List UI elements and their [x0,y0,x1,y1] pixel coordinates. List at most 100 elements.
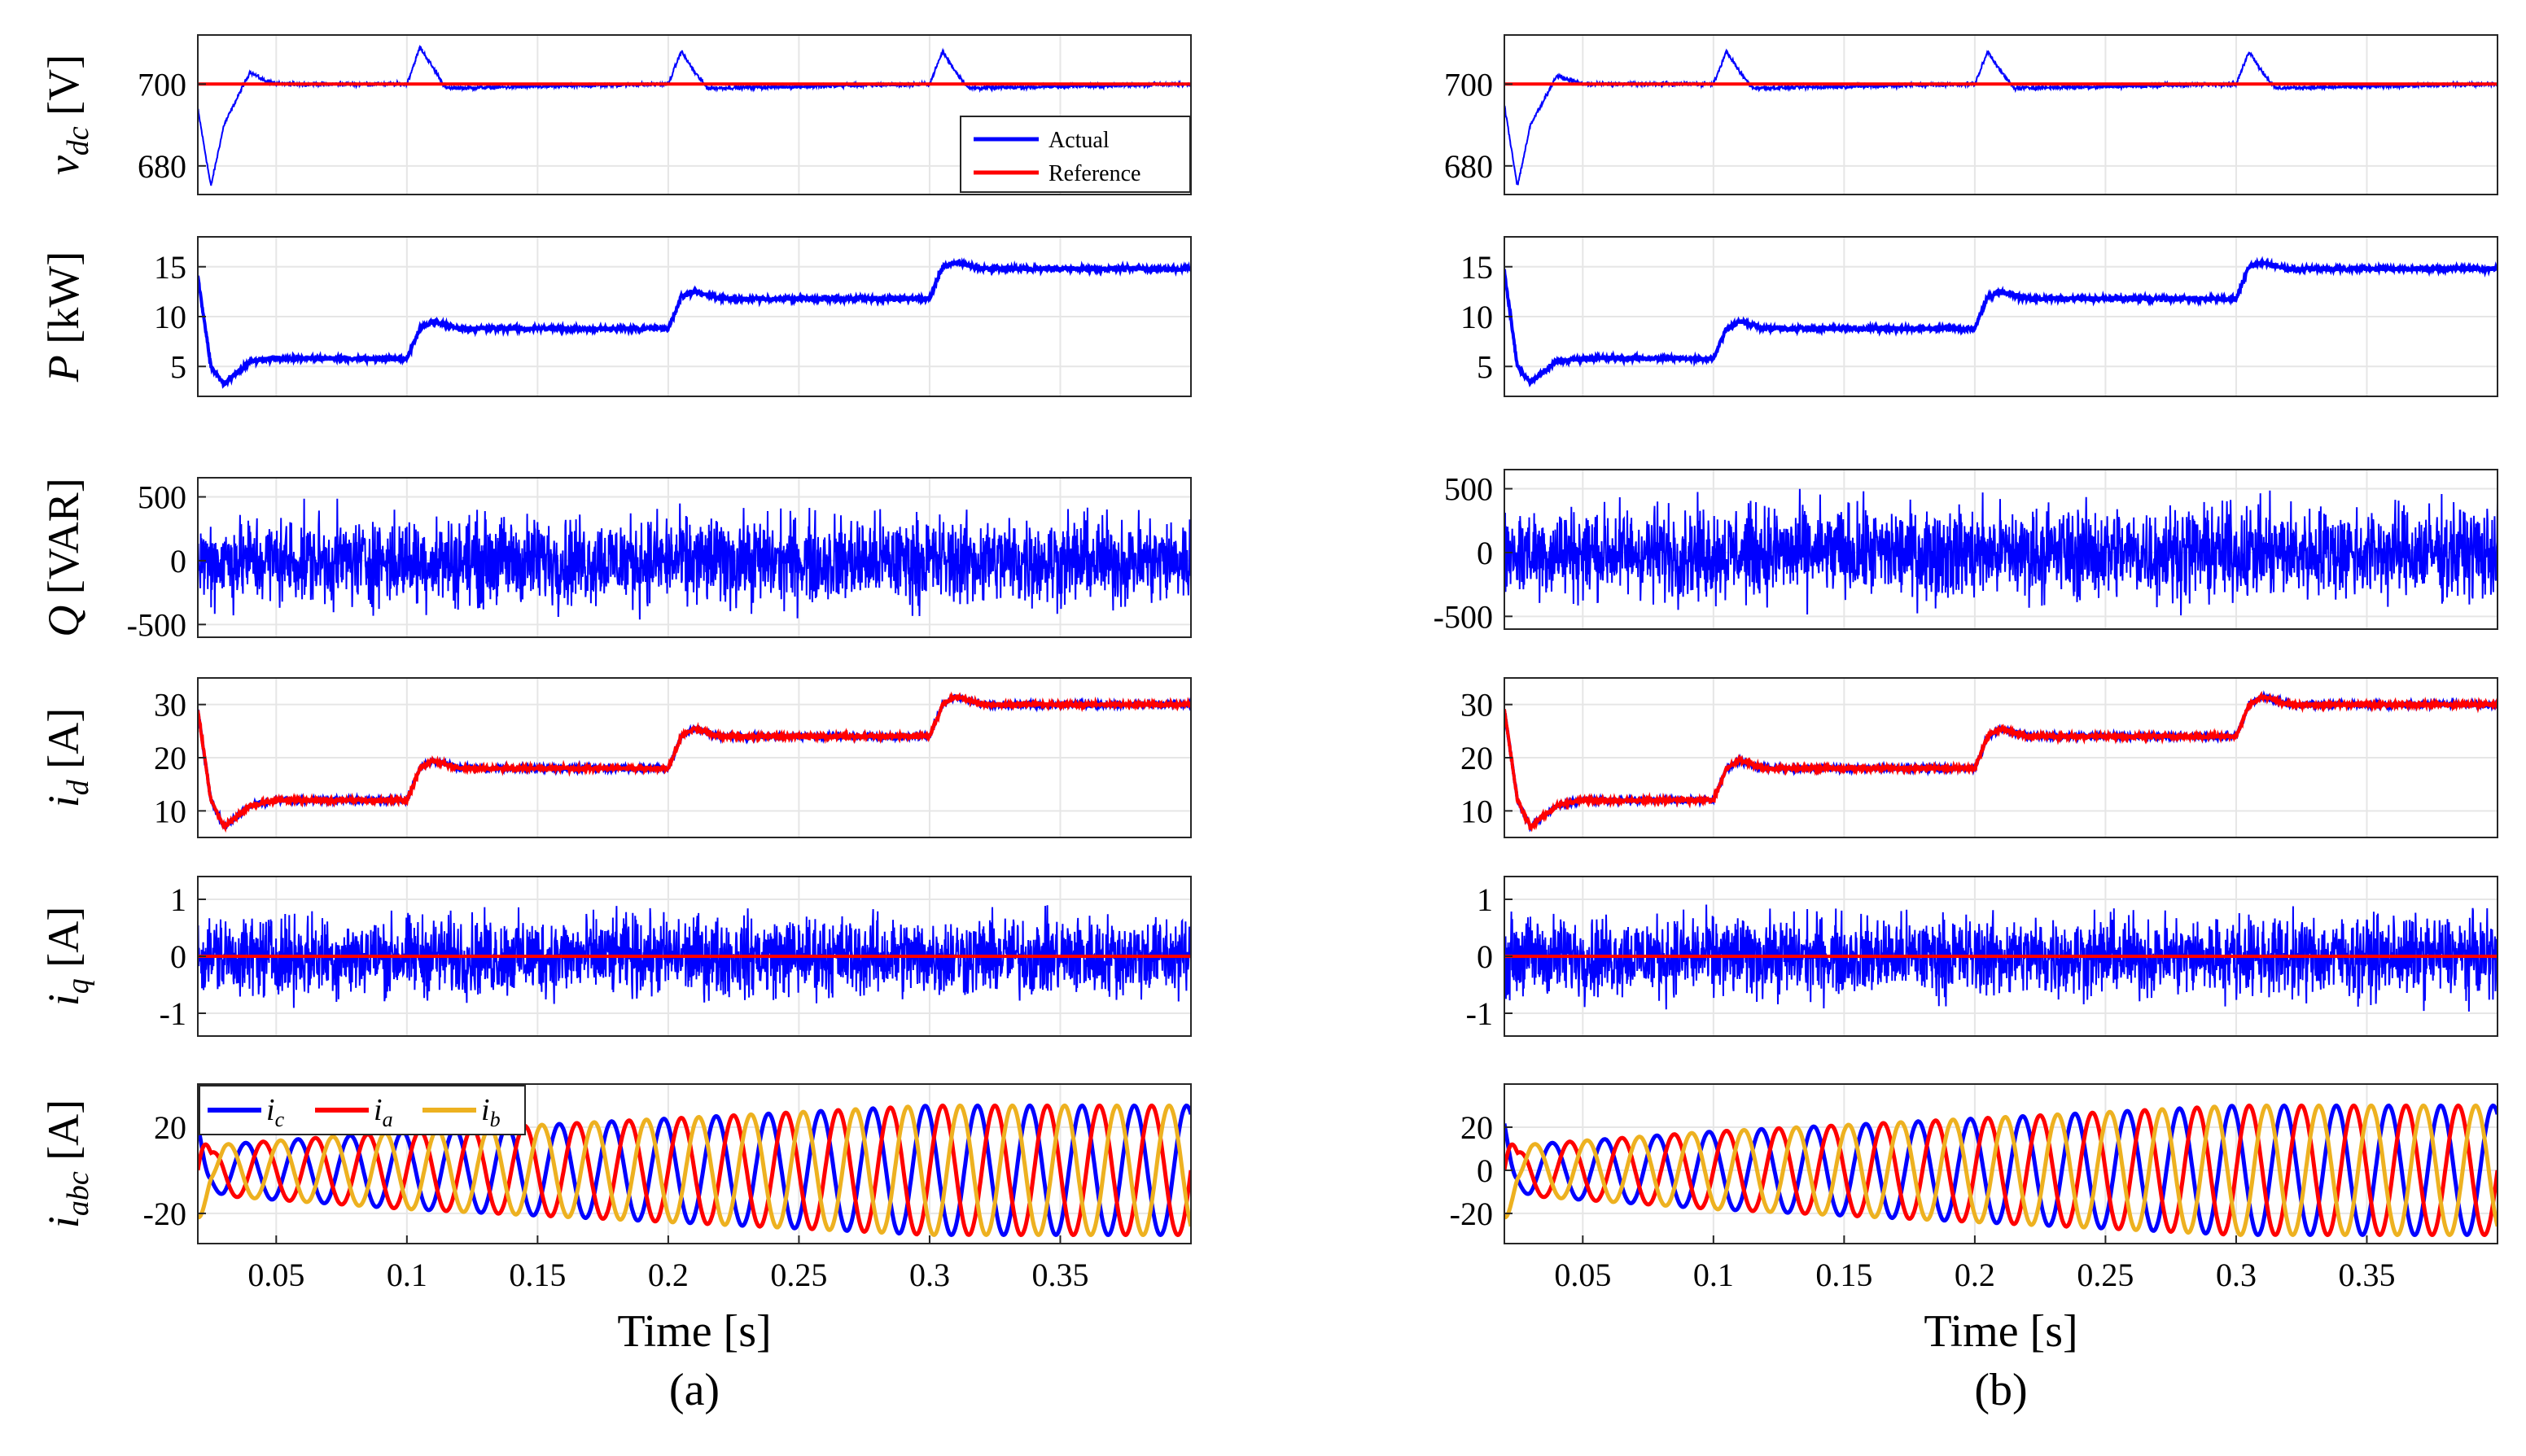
x-tick-label: 0.1 [1693,1257,1734,1293]
ylabel-subscript: dc [61,126,95,155]
y-tick-label: -1 [1466,995,1493,1032]
y-tick-label: -1 [160,995,186,1032]
axes-frame [1504,469,2498,630]
subplot-a-6: -20 20 0.05 0.1 0.15 0.2 0.25 0.3 0.35 Time [s] (a… [39,1083,1192,1415]
y-tick-label: 5 [170,348,186,385]
axes-frame [1504,34,2498,195]
ylabel-unit: [A] [39,708,88,780]
plot-area [198,691,1191,833]
y-axis-label: iabc [A] [39,1100,95,1228]
ylabel-unit: [VAR] [39,478,88,606]
series-line-actual [1504,488,2498,616]
plot-area [1504,904,2498,1012]
plot-area [1504,690,2498,833]
subplot-b-3: -500 0 500 [1434,469,2498,635]
series-line-reference [1504,690,2498,833]
subplot-a-1: 680 700 vdc [V] Actual Reference [39,34,1192,195]
y-tick-label: 0 [1477,535,1493,571]
x-tick-label: 0.1 [387,1257,427,1293]
y-tick-label: 1 [170,881,186,918]
y-tick-label: 10 [154,793,186,829]
y-tick-label: 700 [1444,66,1493,103]
legend-label: Reference [1048,161,1140,186]
subplot-a-2: 5 10 15 P [kW] [39,236,1192,397]
ylabel-subscript: d [61,779,95,795]
plot-area [198,905,1191,1008]
subplot-a-5: -1 0 1 iq [A] [39,876,1192,1037]
plot-area [198,498,1191,620]
y-tick-label: 1 [1477,881,1493,918]
ylabel-unit: [A] [39,1100,88,1171]
subplot-b-2: 5 10 15 [1460,236,2498,397]
y-tick-label: 0 [1477,1152,1493,1189]
subplot-b-4: 10 20 30 [1460,677,2498,838]
plot-area [1504,48,2498,186]
series-line-ic [198,1103,1191,1238]
series-line-actual [1504,48,2498,186]
y-axis-label: Q [VAR] [39,478,88,637]
legend-label: Actual [1048,128,1110,153]
y-tick-label: 500 [1444,471,1493,508]
y-axis-label: id [A] [39,708,95,807]
y-tick-label: 0 [170,543,186,579]
ylabel-subscript: q [61,978,95,994]
x-tick-label: 0.05 [247,1257,304,1293]
y-tick-label: 680 [138,148,186,185]
series-line-ia [198,1103,1191,1237]
y-tick-label: 680 [1444,148,1493,185]
ylabel-unit: [V] [39,55,88,126]
x-tick-label: 0.15 [1815,1257,1872,1293]
subplot-b-6: -20 0 20 0.05 0.1 0.15 0.2 0.25 0.3 0.35 Time [s] (… [1450,1083,2498,1415]
y-tick-label: 10 [1460,299,1493,335]
x-tick-label: 0.2 [1955,1257,1995,1293]
legend-subscript: a [383,1108,393,1131]
series-line-actual [198,256,1191,389]
series-line-ib [1504,1103,2498,1238]
y-tick-label: 0 [170,938,186,975]
x-axis-label: Time [s] [617,1306,771,1357]
y-tick-label: -20 [1450,1196,1493,1232]
ylabel-subscript: abc [61,1171,95,1216]
axes-frame [197,34,1192,195]
plot-area [1504,1103,2498,1238]
y-tick-label: 30 [1460,687,1493,724]
series-line-ia [1504,1103,2498,1237]
series-line-actual [1504,256,2498,387]
legend-symbol: i [374,1093,383,1127]
series-line-ic [1504,1103,2498,1238]
ylabel-symbol: Q [39,606,88,637]
subplot-a-4: 10 20 30 id [A] [39,677,1192,838]
subplot-b-1: 680 700 [1444,34,2498,195]
plot-area [1504,488,2498,616]
series-line-actual [198,905,1191,1008]
x-tick-label: 0.2 [648,1257,689,1293]
legend-label: ia [374,1093,393,1131]
legend-box [960,116,1191,193]
plot-area [198,256,1191,389]
series-line-actual [198,498,1191,620]
panel-label: (b) [1974,1365,2027,1415]
y-tick-label: -20 [143,1196,186,1232]
legend-subscript: c [275,1108,285,1131]
legend-symbol: i [266,1093,275,1127]
y-tick-label: 5 [1477,348,1493,385]
subplot-b-5: -1 0 1 [1466,876,2498,1037]
y-tick-label: -500 [1434,598,1493,635]
x-tick-label: 0.35 [2338,1257,2395,1293]
legend-subscript: b [490,1108,501,1131]
legend-label: ic [266,1093,285,1131]
y-tick-label: 20 [154,740,186,776]
y-tick-label: 15 [1460,249,1493,286]
y-axis-label: vdc [V] [39,55,95,175]
legend-label: ib [481,1093,501,1131]
ylabel-symbol: i [39,795,88,807]
axes-frame [197,477,1192,638]
plot-area [198,45,1191,186]
x-axis-label: Time [s] [1924,1306,2077,1357]
y-axis-label: iq [A] [39,907,95,1006]
x-tick-label: 0.3 [2216,1257,2257,1293]
y-tick-label: 30 [154,687,186,724]
ylabel-symbol: i [39,1216,88,1228]
y-tick-label: 10 [1460,793,1493,829]
